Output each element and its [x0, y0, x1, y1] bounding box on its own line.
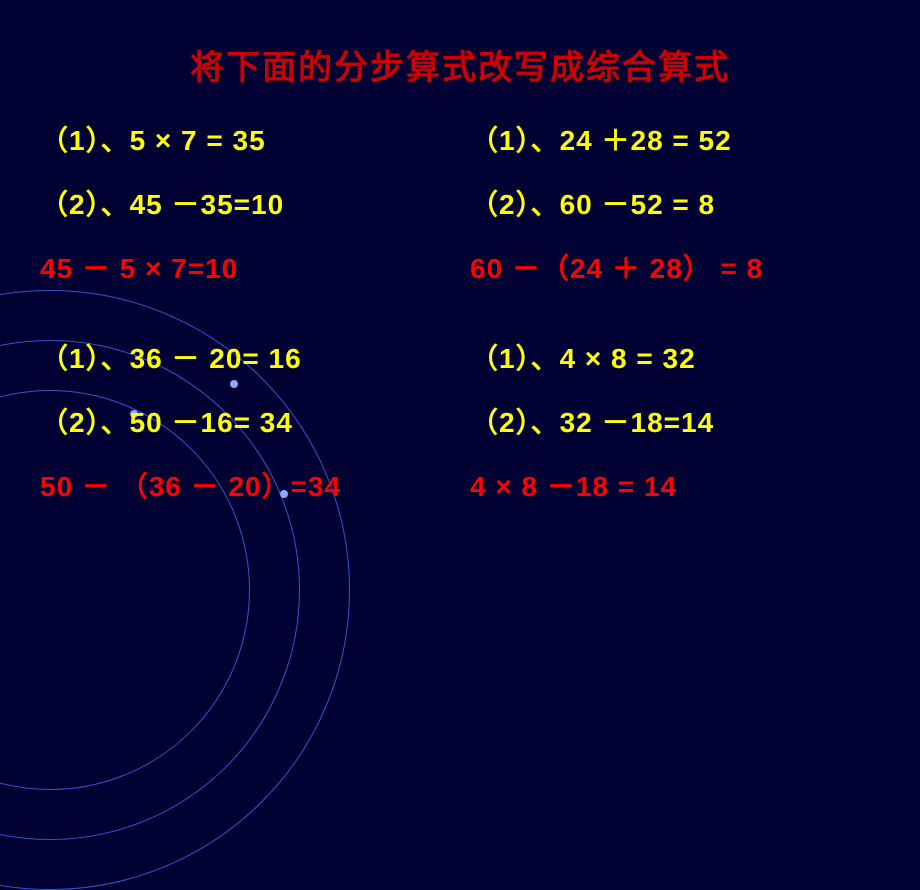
problem-1-answer: 45 － 5 × 7=10 — [40, 247, 450, 287]
problem-4-step-1: （1）、4 × 8 = 32 — [470, 337, 880, 377]
problem-3-step-1: （1）、36 － 20= 16 — [40, 337, 450, 377]
problem-1: （1）、5 × 7 = 35 （2）、45 －35=10 45 － 5 × 7=… — [40, 119, 450, 287]
problem-2-step-1: （1）、24 ＋28 = 52 — [470, 119, 880, 159]
slide-title: 将下面的分步算式改写成综合算式 — [40, 40, 880, 89]
slide-content: 将下面的分步算式改写成综合算式 （1）、5 × 7 = 35 （2）、45 －3… — [0, 0, 920, 545]
problem-1-step-2: （2）、45 －35=10 — [40, 183, 450, 223]
problems-grid: （1）、5 × 7 = 35 （2）、45 －35=10 45 － 5 × 7=… — [40, 119, 880, 545]
problem-2-step-2: （2）、60 －52 = 8 — [470, 183, 880, 223]
problem-4-step-2: （2）、32 －18=14 — [470, 401, 880, 441]
problem-2: （1）、24 ＋28 = 52 （2）、60 －52 = 8 60 －（24 ＋… — [470, 119, 880, 287]
problem-4: （1）、4 × 8 = 32 （2）、32 －18=14 4 × 8 －18 =… — [470, 337, 880, 505]
problem-2-answer: 60 －（24 ＋ 28） = 8 — [470, 247, 880, 287]
problem-3: （1）、36 － 20= 16 （2）、50 －16= 34 50 － （36 … — [40, 337, 450, 505]
problem-3-answer: 50 － （36 － 20）=34 — [40, 465, 450, 505]
problem-3-step-2: （2）、50 －16= 34 — [40, 401, 450, 441]
problem-4-answer: 4 × 8 －18 = 14 — [470, 465, 880, 505]
problem-1-step-1: （1）、5 × 7 = 35 — [40, 119, 450, 159]
